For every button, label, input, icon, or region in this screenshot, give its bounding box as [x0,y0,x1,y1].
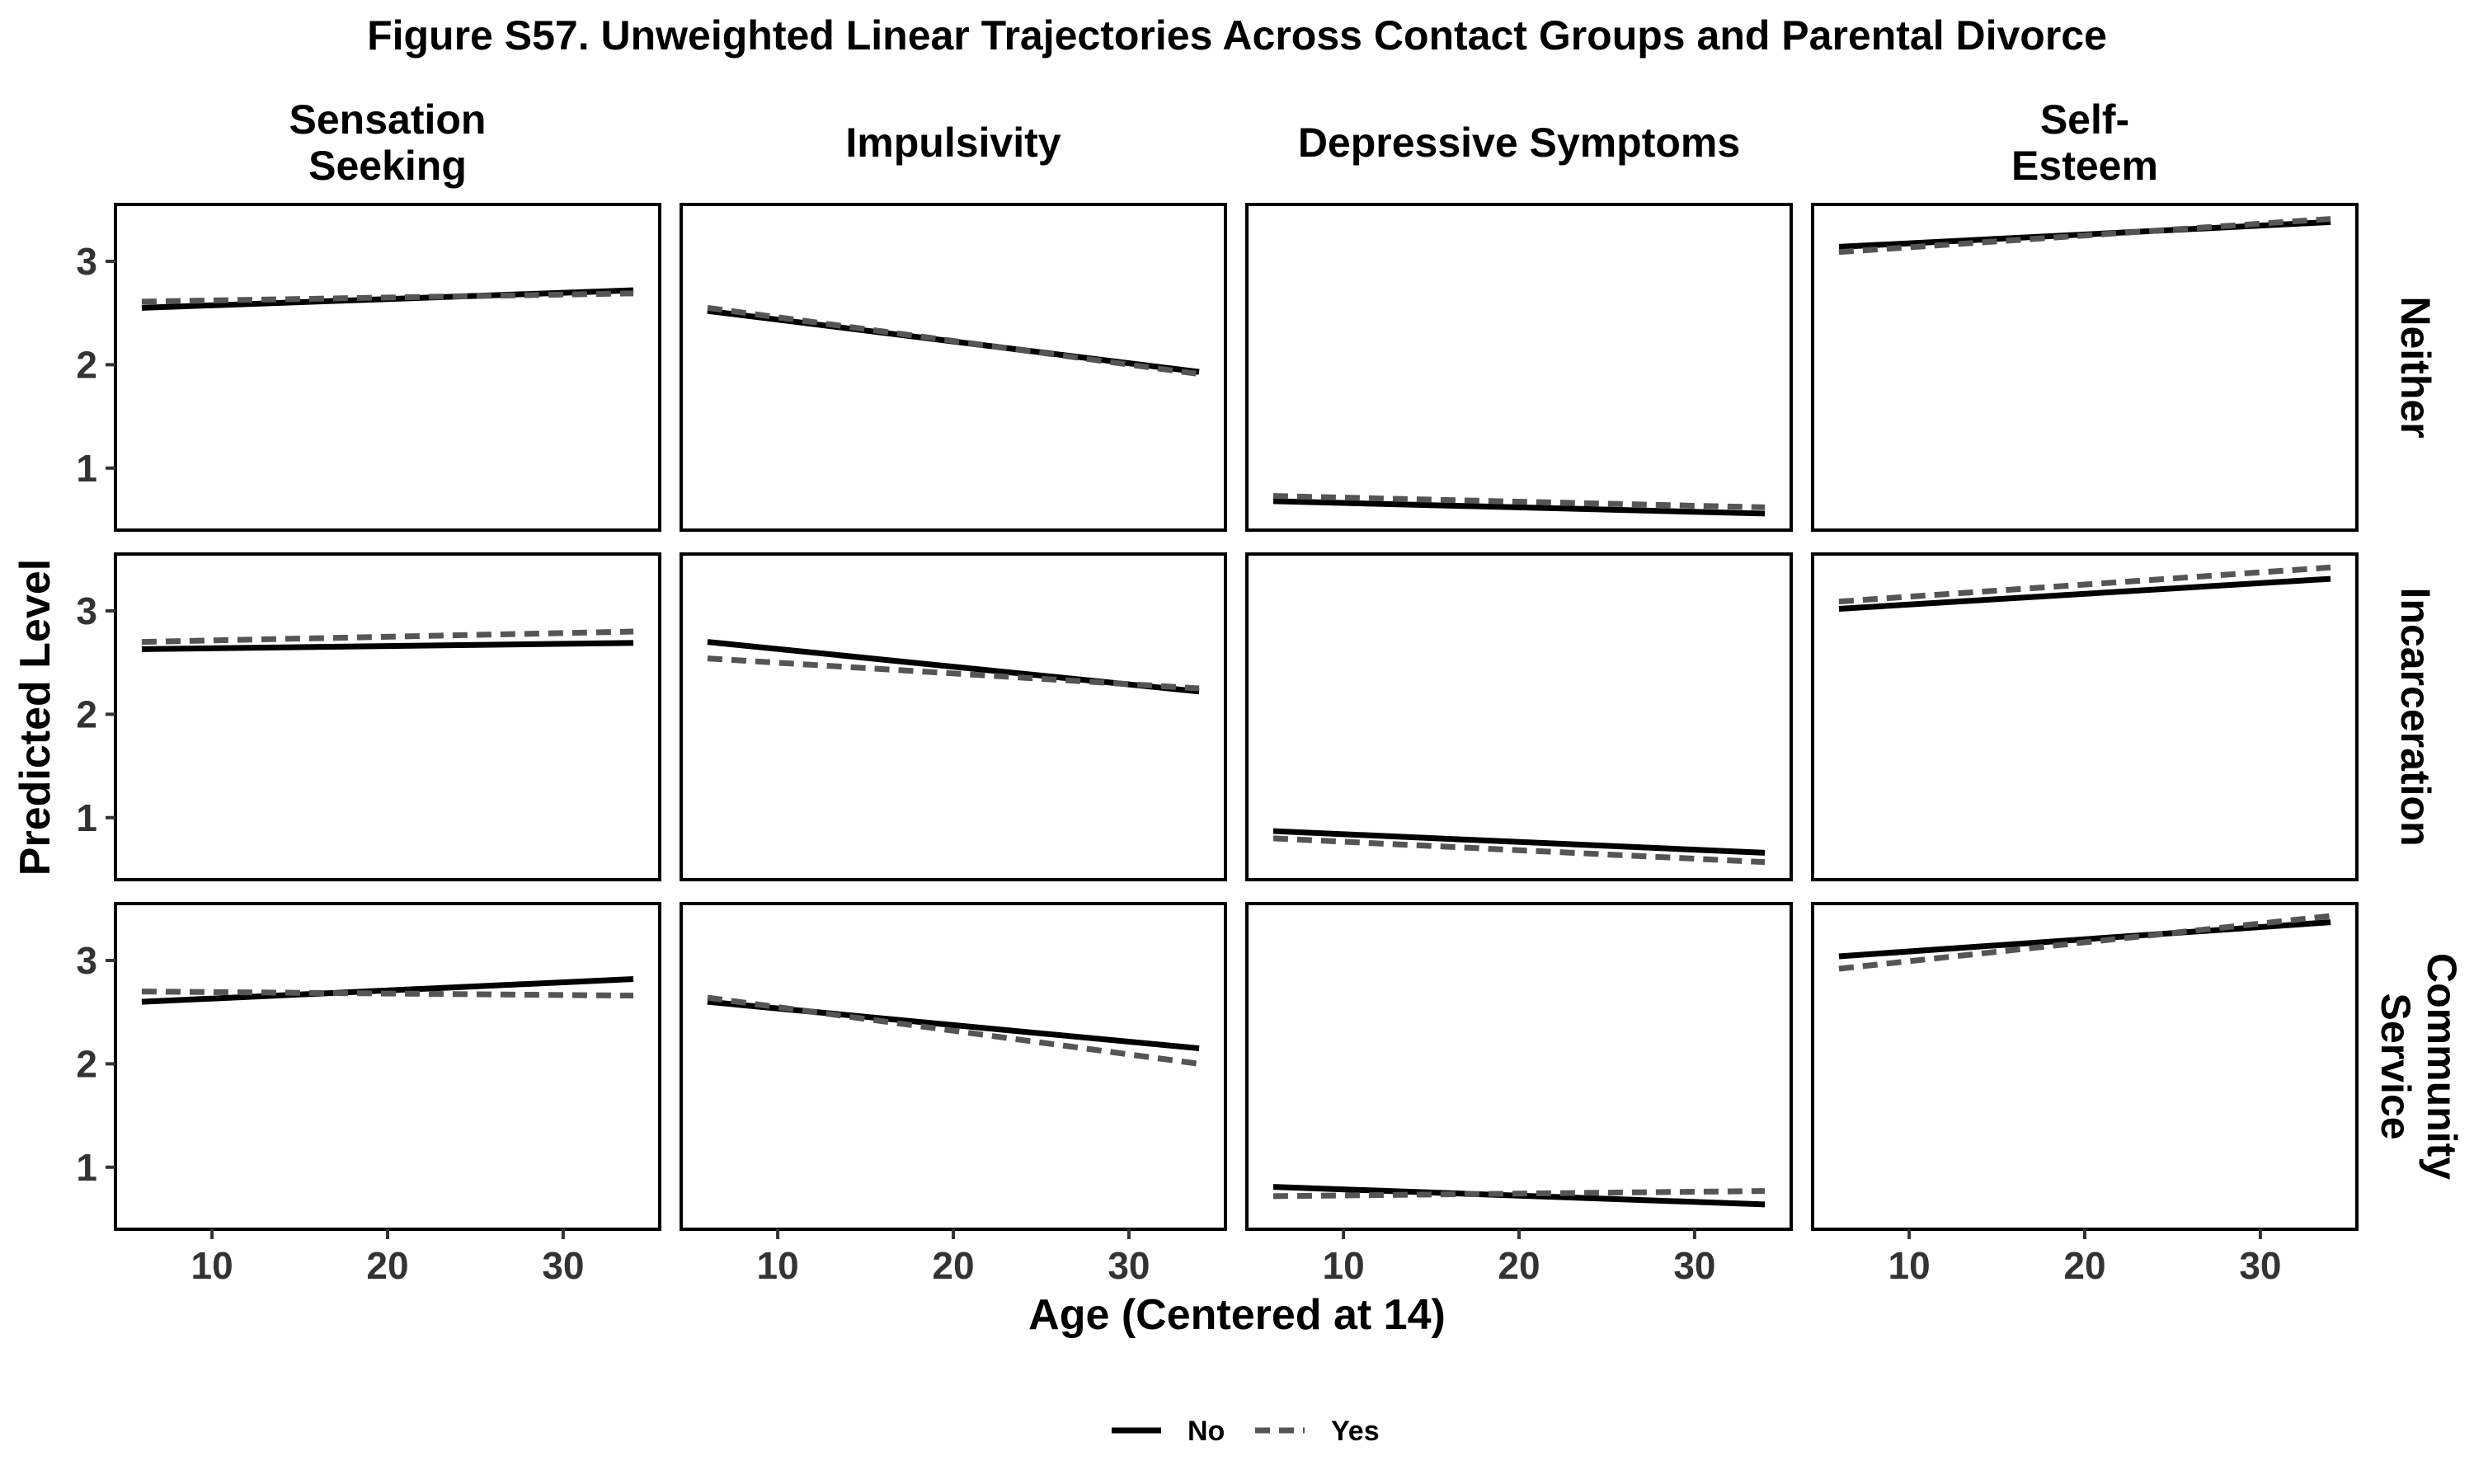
y-tick-label: 2 [76,1042,97,1085]
x-tick-label: 30 [542,1244,584,1287]
legend: No Yes [1112,1416,1380,1447]
panel-frame [1811,203,2359,532]
panel-frame [680,552,1227,881]
panel-neither-selfesteem [1811,203,2359,532]
series-line-yes [707,994,1200,1067]
panel-community-impulsivity [680,902,1227,1231]
series-line-yes [707,304,1200,378]
x-axis-title: Age (Centered at 14) [1028,1291,1446,1339]
panel-frame [680,902,1227,1231]
legend-no-label: No [1188,1416,1225,1447]
series-line-no [1272,828,1766,856]
y-tick-label: 1 [76,796,97,839]
column-strip-label-depressive: Depressive Symptoms [1298,120,1740,166]
series-line-no [141,976,634,1005]
series-line-yes [141,290,634,305]
panel-incarceration-selfesteem [1811,552,2359,881]
x-tick-label: 20 [1498,1244,1540,1287]
series-line-yes [1272,1188,1766,1200]
column-strip-label-impulsivity: Impulsivity [845,120,1061,166]
chart-title: Figure S57. Unweighted Linear Trajectori… [367,12,2107,59]
series-line-yes [1838,913,2331,972]
column-strip-label-selfesteem: Self-Esteem [2011,96,2158,189]
y-tick-label: 3 [76,240,97,283]
series-line-yes [1272,835,1766,866]
panel-frame [1811,552,2359,881]
series-line-no [1838,575,2331,612]
x-tick-label: 10 [757,1244,799,1287]
panel-community-sensation [114,902,661,1231]
x-tick-label: 30 [1673,1244,1715,1287]
x-tick-label: 30 [2239,1244,2281,1287]
row-strip-label-neither: Neither [2392,296,2439,438]
series-line-yes [1272,493,1766,510]
series-line-yes [141,628,634,646]
panel-frame [114,902,661,1231]
panel-community-selfesteem [1811,902,2359,1231]
x-tick-label: 20 [932,1244,974,1287]
series-line-yes [1838,216,2331,256]
panel-incarceration-impulsivity [680,552,1227,881]
panel-neither-impulsivity [680,203,1227,532]
series-line-yes [141,989,634,999]
series-line-no [1272,498,1766,517]
x-tick-label: 10 [1888,1244,1931,1287]
panel-neither-sensation [114,203,661,532]
facet-grid: Sensation Seeking Impulsivity Depressive Sy… [76,96,2465,1287]
y-tick-label: 3 [76,589,97,632]
x-tick-label: 10 [191,1244,233,1287]
x-tick-label: 30 [1108,1244,1150,1287]
panel-incarceration-sensation [114,552,661,881]
row-strip-label-incarceration: Incarceration [2392,587,2439,846]
series-line-yes [1838,564,2331,605]
y-tick-label: 3 [76,939,97,982]
x-tick-label: 10 [1323,1244,1365,1287]
series-line-no [141,640,634,652]
panel-frame [1245,902,1793,1231]
y-tick-label: 1 [76,447,97,490]
legend-yes-label: Yes [1331,1416,1380,1447]
y-tick-label: 1 [76,1146,97,1189]
panel-community-depressive [1245,902,1793,1231]
y-tick-label: 2 [76,343,97,386]
y-tick-label: 2 [76,693,97,735]
panel-frame [1245,203,1793,532]
y-axis-title: Predicted Level [12,559,59,876]
panel-frame [114,552,661,881]
column-strip-label-sensation: Sensation Seeking [289,96,487,189]
series-line-no [1838,919,2331,960]
panel-frame [1811,902,2359,1231]
panel-frame [114,203,661,532]
panel-incarceration-depressive [1245,552,1793,881]
panel-frame [1245,552,1793,881]
panel-neither-depressive [1245,203,1793,532]
series-line-yes [707,655,1200,692]
x-tick-label: 20 [2063,1244,2105,1287]
x-tick-label: 20 [366,1244,408,1287]
row-strip-label-community: CommunityService [2373,953,2465,1180]
